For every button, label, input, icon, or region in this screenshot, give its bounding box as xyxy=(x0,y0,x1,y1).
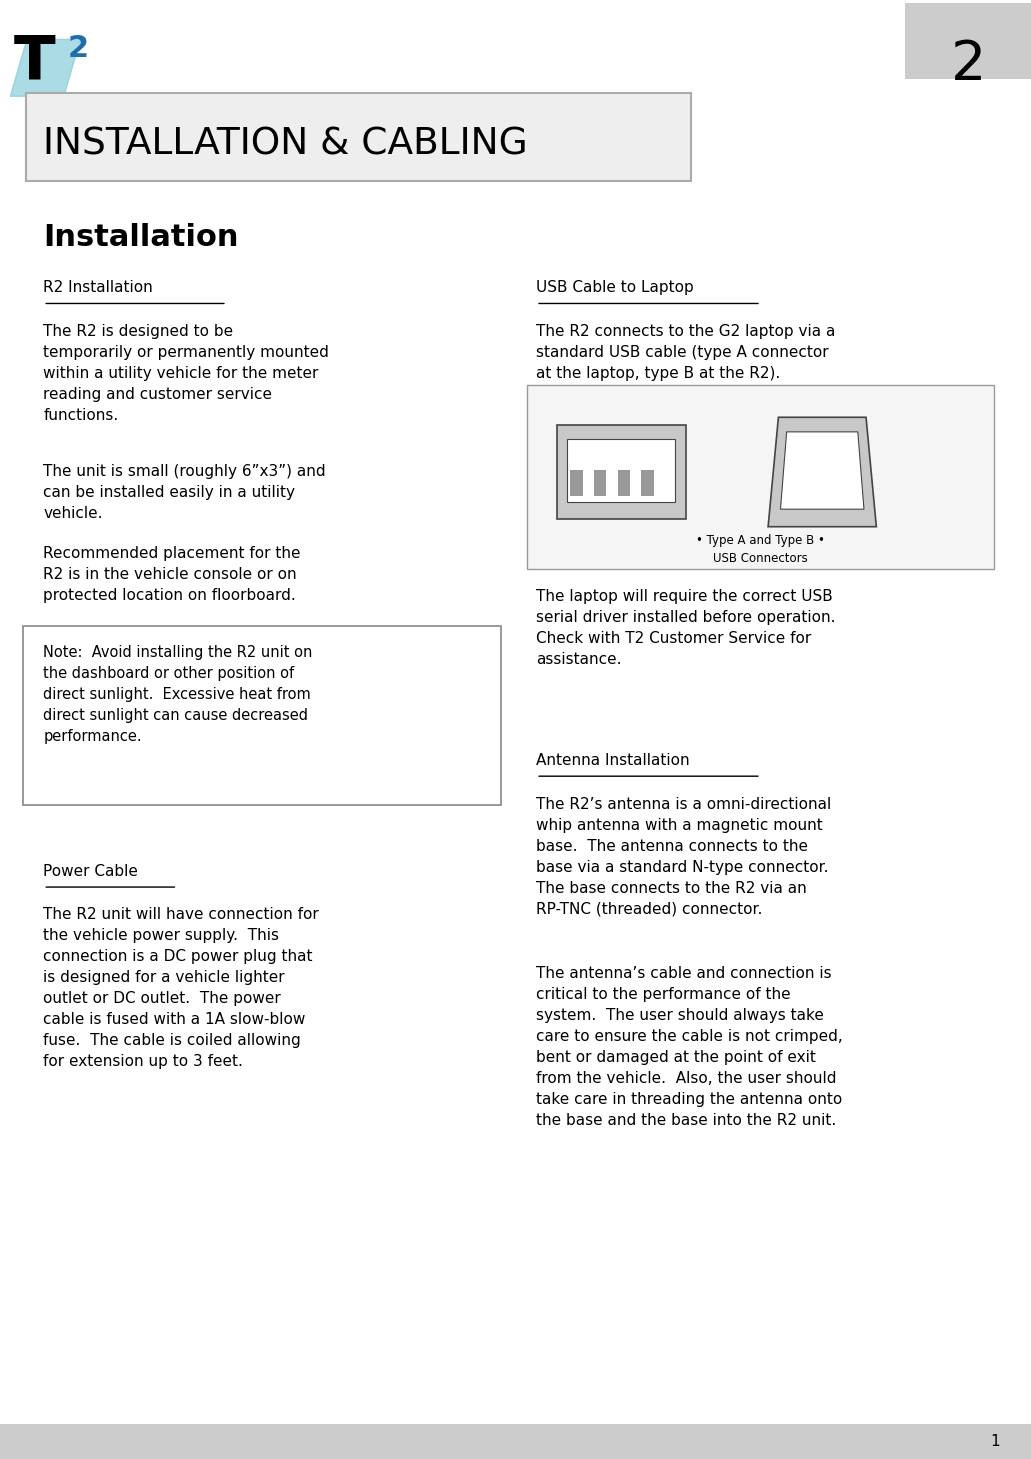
Text: Recommended placement for the
R2 is in the vehicle console or on
protected locat: Recommended placement for the R2 is in t… xyxy=(43,546,301,603)
Bar xyxy=(905,3,1031,79)
Text: Installation: Installation xyxy=(43,223,239,252)
Polygon shape xyxy=(780,432,864,509)
Bar xyxy=(570,470,583,496)
Text: • Type A and Type B •: • Type A and Type B • xyxy=(696,534,825,547)
Bar xyxy=(594,470,606,496)
Polygon shape xyxy=(768,417,876,527)
Text: R2 Installation: R2 Installation xyxy=(43,280,153,295)
Text: T: T xyxy=(13,34,55,92)
Text: 1: 1 xyxy=(991,1434,1000,1449)
Text: Power Cable: Power Cable xyxy=(43,864,138,878)
Text: The R2 is designed to be
temporarily or permanently mounted
within a utility veh: The R2 is designed to be temporarily or … xyxy=(43,324,329,423)
Bar xyxy=(0,1424,1031,1459)
Bar xyxy=(567,439,675,502)
Text: The antenna’s cable and connection is
critical to the performance of the
system.: The antenna’s cable and connection is cr… xyxy=(536,966,843,1128)
Text: The laptop will require the correct USB
serial driver installed before operation: The laptop will require the correct USB … xyxy=(536,589,835,667)
Text: The R2 unit will have connection for
the vehicle power supply.  This
connection : The R2 unit will have connection for the… xyxy=(43,907,319,1069)
Text: The R2’s antenna is a omni-directional
whip antenna with a magnetic mount
base. : The R2’s antenna is a omni-directional w… xyxy=(536,797,831,916)
Text: Note:  Avoid installing the R2 unit on
the dashboard or other position of
direct: Note: Avoid installing the R2 unit on th… xyxy=(43,645,312,744)
Bar xyxy=(641,470,654,496)
Bar xyxy=(618,470,630,496)
Text: INSTALLATION & CABLING: INSTALLATION & CABLING xyxy=(43,127,528,163)
Text: The unit is small (roughly 6”x3”) and
can be installed easily in a utility
vehic: The unit is small (roughly 6”x3”) and ca… xyxy=(43,464,326,521)
Text: 2: 2 xyxy=(68,34,89,63)
FancyBboxPatch shape xyxy=(26,93,691,181)
FancyBboxPatch shape xyxy=(527,385,994,569)
Text: USB Cable to Laptop: USB Cable to Laptop xyxy=(536,280,694,295)
Text: USB Connectors: USB Connectors xyxy=(713,552,807,565)
Text: Antenna Installation: Antenna Installation xyxy=(536,753,690,767)
Bar xyxy=(557,425,686,519)
FancyBboxPatch shape xyxy=(23,626,501,805)
Text: The R2 connects to the G2 laptop via a
standard USB cable (type A connector
at t: The R2 connects to the G2 laptop via a s… xyxy=(536,324,835,381)
Polygon shape xyxy=(10,39,80,96)
Text: 2: 2 xyxy=(951,38,986,92)
